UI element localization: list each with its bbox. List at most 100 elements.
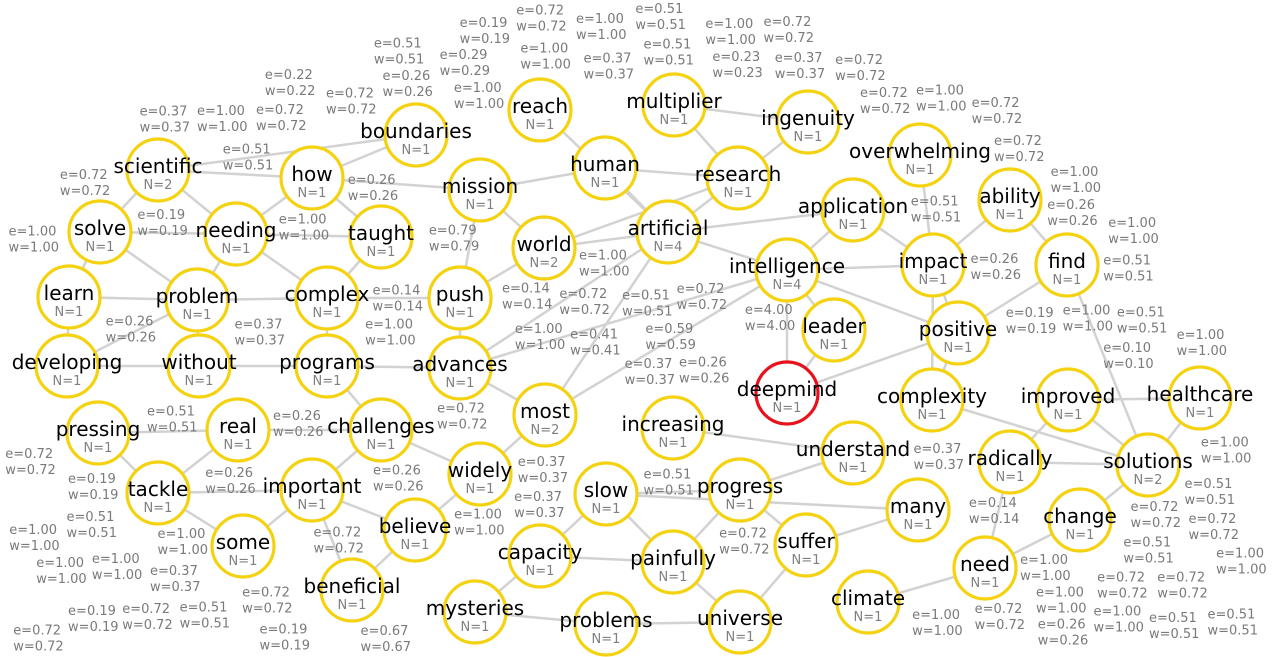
node-circle[interactable] xyxy=(1034,232,1100,298)
node-circle[interactable] xyxy=(573,461,639,527)
node-circle[interactable] xyxy=(899,367,965,433)
node-circle[interactable] xyxy=(125,137,191,203)
node-circle[interactable] xyxy=(977,429,1043,495)
node-circle[interactable] xyxy=(512,382,578,448)
node-circle[interactable] xyxy=(885,477,951,543)
node-circle[interactable] xyxy=(1047,487,1113,553)
node-circle[interactable] xyxy=(835,569,901,635)
node-circle[interactable] xyxy=(427,335,493,401)
node-circle[interactable] xyxy=(754,237,820,303)
node-circle[interactable] xyxy=(125,460,191,526)
node-circle[interactable] xyxy=(900,232,966,298)
node-circle[interactable] xyxy=(279,145,345,211)
node-circle[interactable] xyxy=(775,89,841,155)
node-circle[interactable] xyxy=(820,177,886,243)
node-circle[interactable] xyxy=(34,333,100,399)
node-circle[interactable] xyxy=(1167,365,1233,431)
node-circle[interactable] xyxy=(635,199,701,265)
node-circle[interactable] xyxy=(294,333,360,399)
node-circle[interactable] xyxy=(507,523,573,589)
node-circle[interactable] xyxy=(294,265,360,331)
node-circle[interactable] xyxy=(507,77,573,143)
node-circle[interactable] xyxy=(447,441,513,507)
node-circle[interactable] xyxy=(511,215,577,281)
node-circle[interactable] xyxy=(210,513,276,579)
node-circle[interactable] xyxy=(382,497,448,563)
node-circle[interactable] xyxy=(166,333,232,399)
node-circle[interactable] xyxy=(573,591,639,657)
node-circle[interactable] xyxy=(925,300,991,366)
node-circle[interactable] xyxy=(572,135,638,201)
node-circle[interactable] xyxy=(705,145,771,211)
node-circle[interactable] xyxy=(773,512,839,578)
node-circle[interactable] xyxy=(279,457,345,523)
node-circle[interactable] xyxy=(348,204,414,270)
node-circle[interactable] xyxy=(977,167,1043,233)
node-circle[interactable] xyxy=(447,157,513,223)
node-circle[interactable] xyxy=(1035,367,1101,433)
node-circle[interactable] xyxy=(319,557,385,623)
node-circle[interactable] xyxy=(205,397,271,463)
node-circle[interactable] xyxy=(640,395,706,461)
node-circle[interactable] xyxy=(641,72,707,138)
node-circle[interactable] xyxy=(952,535,1018,601)
node-circle[interactable] xyxy=(203,201,269,267)
node-circle[interactable] xyxy=(707,457,773,523)
node-circle[interactable] xyxy=(801,297,867,363)
node-circle[interactable] xyxy=(887,122,953,188)
node-circle[interactable] xyxy=(348,397,414,463)
